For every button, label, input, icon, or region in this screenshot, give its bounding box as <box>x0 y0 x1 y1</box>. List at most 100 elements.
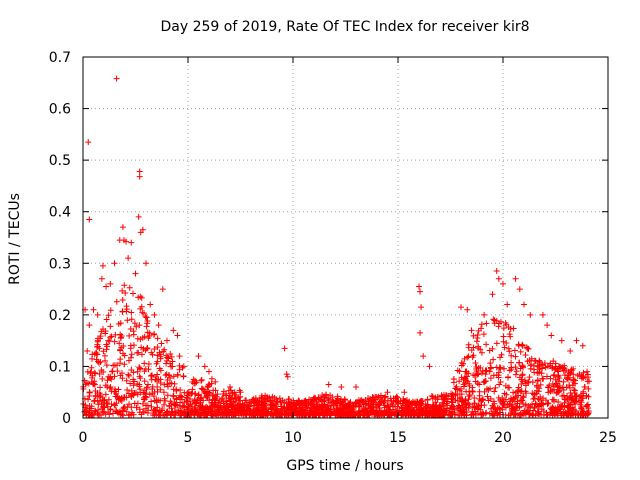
data-point <box>124 404 131 411</box>
data-point <box>315 394 322 401</box>
data-point <box>170 392 177 399</box>
data-point <box>473 338 480 345</box>
data-point <box>469 354 476 361</box>
plot-frame <box>82 56 609 419</box>
data-point <box>476 395 483 402</box>
data-point <box>539 311 546 318</box>
data-point <box>128 391 135 398</box>
data-point <box>208 399 215 406</box>
y-tick-label: 0.4 <box>49 205 71 221</box>
data-point <box>510 325 517 332</box>
data-point <box>105 337 112 344</box>
data-point <box>284 373 291 380</box>
data-point <box>193 379 200 386</box>
data-point <box>217 403 224 410</box>
data-point <box>512 371 519 378</box>
data-point <box>352 399 359 406</box>
data-point <box>442 395 449 402</box>
data-point <box>342 403 349 410</box>
data-point <box>110 362 117 369</box>
data-point <box>165 355 172 362</box>
data-point <box>212 395 219 402</box>
data-point <box>482 367 489 374</box>
data-point <box>105 396 112 403</box>
data-point <box>536 385 543 392</box>
data-point <box>544 322 551 329</box>
data-point <box>121 282 128 289</box>
data-point <box>564 396 571 403</box>
data-point <box>512 353 519 360</box>
data-point <box>281 345 288 352</box>
data-point <box>278 412 285 419</box>
data-point <box>294 412 301 419</box>
data-point <box>288 407 295 414</box>
data-point <box>499 394 506 401</box>
data-point <box>547 405 554 412</box>
data-point <box>526 357 533 364</box>
data-point <box>104 343 111 350</box>
data-point <box>486 368 493 375</box>
data-point <box>206 368 212 375</box>
data-point <box>99 262 106 269</box>
data-point <box>498 351 505 358</box>
data-point <box>192 400 199 407</box>
data-point <box>544 400 551 407</box>
data-point <box>181 404 188 411</box>
data-point <box>200 386 207 393</box>
data-point <box>103 346 110 353</box>
data-point <box>446 405 453 412</box>
data-point <box>128 309 135 316</box>
data-point <box>115 396 122 403</box>
data-point <box>401 389 408 396</box>
data-point <box>127 380 134 387</box>
data-point <box>96 335 103 342</box>
data-point <box>136 322 143 329</box>
data-point <box>452 411 459 418</box>
data-point <box>154 377 161 384</box>
data-point <box>429 393 436 400</box>
data-point <box>493 340 500 347</box>
data-point <box>189 403 196 410</box>
data-point <box>92 392 99 399</box>
data-point <box>534 408 541 415</box>
data-point <box>564 404 571 411</box>
data-point <box>100 369 107 376</box>
data-point <box>214 408 221 415</box>
data-point <box>512 275 519 282</box>
data-point <box>99 396 106 403</box>
data-point <box>160 389 167 396</box>
y-tick-label: 0 <box>62 411 71 427</box>
data-point <box>259 402 266 409</box>
data-point <box>170 327 177 334</box>
data-point <box>164 392 171 399</box>
data-point <box>543 409 550 416</box>
data-point <box>552 376 559 383</box>
data-point <box>212 387 219 394</box>
data-point <box>113 298 120 305</box>
data-point <box>457 408 464 415</box>
data-point <box>86 216 93 223</box>
data-point <box>508 406 515 413</box>
data-point <box>373 394 380 401</box>
data-point <box>267 397 274 404</box>
data-point <box>479 368 486 375</box>
data-point <box>385 403 392 410</box>
data-layer <box>80 75 593 419</box>
data-point <box>141 391 148 398</box>
data-point <box>333 407 340 414</box>
data-point <box>138 344 145 351</box>
data-point <box>145 366 152 373</box>
data-point <box>145 361 152 368</box>
data-point <box>450 379 457 386</box>
data-point <box>131 378 138 385</box>
data-point <box>465 405 472 412</box>
data-point <box>540 395 547 402</box>
data-point <box>505 374 511 381</box>
data-point <box>560 378 567 385</box>
data-point <box>123 408 130 415</box>
data-point <box>394 394 401 401</box>
data-point <box>524 345 531 352</box>
data-point <box>492 405 499 412</box>
data-point <box>171 401 178 408</box>
data-point <box>453 383 460 390</box>
